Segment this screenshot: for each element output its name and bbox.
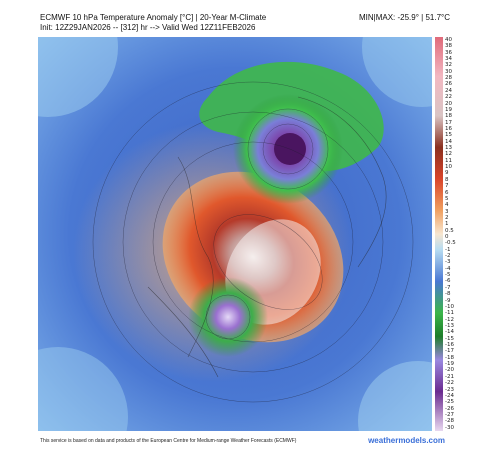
corner-light-region: [358, 361, 432, 431]
colorbar-tick-label: -6: [445, 278, 451, 285]
colorbar-tick-label: 32: [445, 62, 452, 69]
colorbar-tick-label: -24: [445, 392, 454, 399]
colorbar-tick-label: -15: [445, 335, 454, 342]
colorbar-tick-label: -19: [445, 361, 454, 368]
colorbar-tick-label: 9: [445, 170, 449, 177]
colorbar-tick-label: 19: [445, 106, 452, 113]
colorbar-tick-label: -16: [445, 342, 454, 349]
colorbar-tick-label: -28: [445, 418, 454, 425]
colorbar-tick-label: -22: [445, 380, 454, 387]
min-max-readout: MIN|MAX: -25.9° | 51.7°C: [358, 13, 450, 22]
colorbar-tick-label: -7: [445, 284, 451, 291]
colorbar-tick-label: -10: [445, 303, 454, 310]
map-title: ECMWF 10 hPa Temperature Anomaly [°C] | …: [40, 13, 266, 33]
colorbar-tick-label: -17: [445, 348, 454, 355]
colorbar-tick-label: 13: [445, 145, 452, 152]
colorbar-tick-label: -4: [445, 265, 451, 272]
colorbar-tick-label: 5: [445, 195, 449, 202]
colorbar-tick-label: 3: [445, 208, 449, 215]
title-line-2: Init: 12Z29JAN2026 -- [312] hr --> Valid…: [40, 23, 256, 32]
colorbar-gradient: [435, 37, 443, 431]
colorbar-tick-label: -0.5: [445, 240, 456, 247]
colorbar-tick-label: 10: [445, 164, 452, 171]
colorbar-tick-label: 20: [445, 100, 452, 107]
colorbar-tick-label: 1: [445, 221, 449, 228]
colorbar-tick-label: 6: [445, 189, 449, 196]
contour-lines: [92, 81, 414, 403]
colorbar-tick-label: 2: [445, 214, 449, 221]
colorbar-tick-label: 26: [445, 81, 452, 88]
colorbar-tick-label: -13: [445, 322, 454, 329]
colorbar-tick-label: -3: [445, 259, 451, 266]
colorbar-tick-label: 15: [445, 132, 452, 139]
colorbar-tick-label: -27: [445, 411, 454, 418]
colorbar-tick-label: -23: [445, 386, 454, 393]
colorbar-tick-label: 36: [445, 49, 452, 56]
colorbar-tick-label: 28: [445, 75, 452, 82]
colorbar-tick-label: 12: [445, 151, 452, 158]
colorbar-tick-label: -8: [445, 291, 451, 298]
corner-light-region: [362, 37, 432, 107]
colorbar-tick-label: -20: [445, 367, 454, 374]
colorbar-tick-label: 40: [445, 37, 452, 43]
colorbar-tick-label: -21: [445, 373, 454, 380]
corner-light-region: [38, 347, 128, 431]
colorbar-tick-label: 0: [445, 234, 449, 240]
colorbar-tick-label: 18: [445, 113, 452, 120]
colorbar-tick-label: 7: [445, 183, 449, 190]
colorbar-ticks: 40 38 36 34 32 30 28 26 24 22 20 19 18 17 16 15 14 13 12 11…: [445, 37, 485, 431]
colorbar: [435, 37, 443, 431]
colorbar-tick-label: -25: [445, 399, 454, 406]
colorbar-tick-label: -11: [445, 310, 454, 317]
colorbar-tick-label: 0.5: [445, 227, 454, 234]
colorbar-tick-label: -9: [445, 297, 451, 304]
coastlines: [147, 96, 387, 378]
colorbar-tick-label: 24: [445, 87, 452, 94]
colorbar-tick-label: -30: [445, 424, 454, 431]
colorbar-tick-label: 4: [445, 202, 449, 209]
colorbar-tick-label: 17: [445, 119, 452, 126]
colorbar-tick-label: 8: [445, 176, 449, 183]
colorbar-tick-label: -18: [445, 354, 454, 361]
polar-temperature-map: [38, 37, 432, 431]
colorbar-tick-label: -12: [445, 316, 454, 323]
corner-light-region: [38, 37, 118, 117]
colorbar-tick-label: -26: [445, 405, 454, 412]
colorbar-tick-label: 38: [445, 43, 452, 50]
colorbar-tick-label: 16: [445, 125, 452, 132]
colorbar-tick-label: 14: [445, 138, 452, 145]
colorbar-tick-label: -1: [445, 246, 451, 253]
colorbar-tick-label: 11: [445, 157, 452, 164]
colorbar-tick-label: -2: [445, 253, 451, 260]
colorbar-tick-label: 22: [445, 94, 452, 101]
brand-link[interactable]: weathermodels.com: [368, 436, 445, 445]
data-disclaimer: This service is based on data and produc…: [40, 438, 297, 444]
colorbar-tick-label: -14: [445, 329, 454, 336]
colorbar-tick-label: 34: [445, 56, 452, 63]
colorbar-tick-label: -5: [445, 272, 451, 279]
lower-cold-vortex: [188, 277, 268, 357]
title-line-1: ECMWF 10 hPa Temperature Anomaly [°C] | …: [40, 13, 267, 22]
colorbar-tick-label: 30: [445, 68, 452, 75]
